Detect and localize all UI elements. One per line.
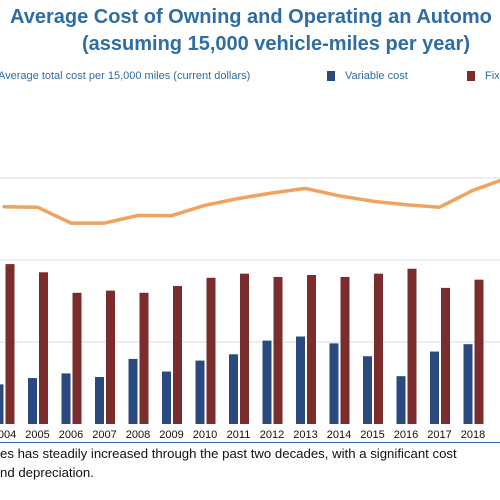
bar-fixed-cost [273, 276, 283, 424]
x-tick-label: 2016 [394, 429, 418, 441]
legend-item-fixed: Fixe [467, 70, 500, 82]
chart-area: 2004 2005 2006 2007 2008 2009 2010 2011 2012 2013… [0, 96, 500, 443]
legend-item-total: Average total cost per 15,000 miles (cur… [0, 70, 250, 82]
bar-fixed-cost [407, 268, 417, 424]
chart-svg: 2004 2005 2006 2007 2008 2009 2010 2011 2012 2013… [0, 177, 500, 441]
bar-variable-cost [430, 351, 439, 424]
bar-variable-cost [229, 354, 238, 424]
chart-legend: Average total cost per 15,000 miles (cur… [0, 70, 500, 88]
bar-fixed-cost [441, 287, 450, 424]
x-tick-label: 2005 [25, 429, 49, 441]
legend-swatch-fixed [467, 71, 475, 81]
chart-title-line-1: Average Cost of Owning and Operating an … [10, 6, 492, 28]
bar-variable-cost [463, 344, 473, 424]
x-tick-label: 2018 [461, 429, 485, 441]
line-total-cost [2, 178, 500, 225]
bar-variable-cost [262, 340, 272, 424]
caption: es has steadily increased through the pa… [0, 444, 500, 482]
bar-fixed-cost [307, 275, 316, 424]
bar-variable-cost [363, 356, 372, 424]
x-tick-label: 2014 [327, 429, 351, 441]
bar-fixed-cost [240, 273, 249, 424]
bar-variable-cost [162, 371, 171, 424]
bar-variable-cost [329, 343, 339, 424]
caption-line-2: nd depreciation. [0, 465, 94, 480]
bar-fixed-cost [39, 272, 48, 424]
x-tick-label: 2015 [360, 429, 384, 441]
bar-fixed-cost [5, 264, 15, 424]
legend-label-fixed: Fixe [485, 70, 500, 82]
bar-variable-cost [195, 360, 205, 424]
bar-variable-cost [128, 358, 138, 424]
bar-fixed-cost [173, 285, 182, 424]
x-tick-label: 2012 [260, 429, 284, 441]
bar-fixed-cost [206, 277, 216, 424]
bar-fixed-cost [374, 273, 383, 424]
caption-line-1: es has steadily increased through the pa… [0, 446, 457, 461]
chart-title: Average Cost of Owning and Operating an … [0, 0, 500, 62]
bar-variable-cost [0, 384, 4, 424]
x-tick-label: 2008 [126, 429, 150, 441]
bar-fixed-cost [340, 276, 350, 424]
bar-variable-cost [296, 336, 305, 424]
x-tick-label: 2013 [293, 429, 317, 441]
legend-item-variable: Variable cost [327, 70, 408, 82]
x-tick-label: 2006 [59, 429, 83, 441]
legend-label-total: Average total cost per 15,000 miles (cur… [0, 70, 251, 82]
legend-label-variable: Variable cost [345, 70, 408, 82]
legend-swatch-variable [327, 71, 335, 81]
x-tick-label: 2011 [227, 429, 251, 441]
bar-fixed-cost [139, 292, 149, 424]
x-tick-label: 2004 [0, 429, 16, 441]
chart-title-line-2: (assuming 15,000 vehicle-miles per year) [82, 33, 470, 55]
x-tick-label: 2007 [92, 429, 116, 441]
bar-fixed-cost [72, 292, 82, 424]
bar-variable-cost [95, 376, 104, 424]
x-tick-label: 2017 [427, 429, 451, 441]
bar-fixed-cost [106, 290, 115, 424]
bar-fixed-cost [474, 279, 484, 424]
bar-variable-cost [61, 373, 71, 424]
x-tick-label: 2009 [159, 429, 183, 441]
bar-variable-cost [396, 376, 406, 424]
x-tick-label: 2010 [193, 429, 217, 441]
bar-variable-cost [28, 378, 37, 424]
